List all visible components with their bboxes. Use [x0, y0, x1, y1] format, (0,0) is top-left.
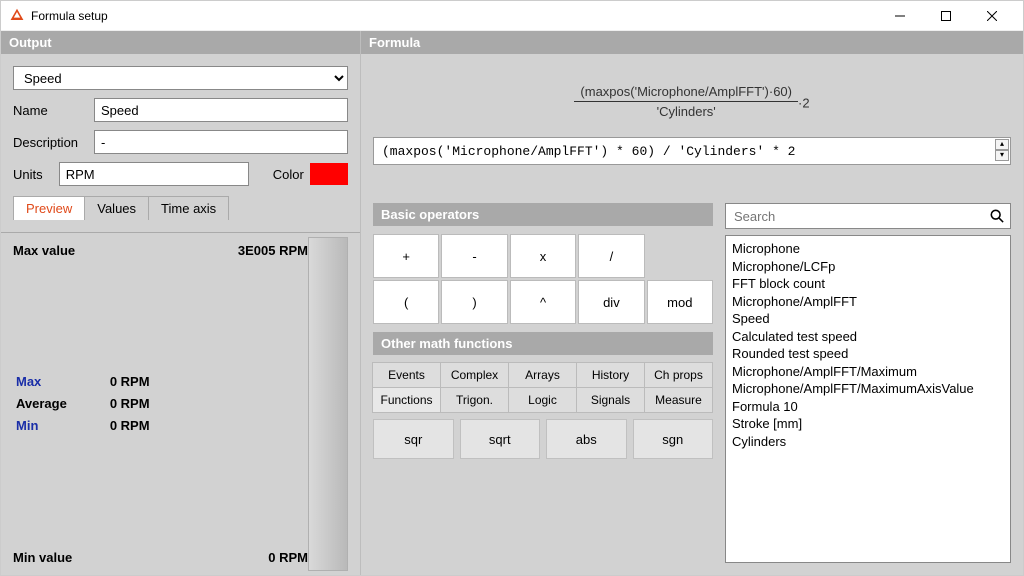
units-input[interactable] [59, 162, 249, 186]
other-math-heading: Other math functions [373, 332, 713, 355]
list-item[interactable]: Cylinders [732, 433, 1004, 451]
op-plus[interactable]: + [373, 234, 439, 278]
maximize-button[interactable] [923, 1, 969, 31]
variable-list[interactable]: Microphone Microphone/LCFp FFT block cou… [725, 235, 1011, 563]
tab-preview[interactable]: Preview [13, 196, 85, 220]
list-item[interactable]: Microphone/AmplFFT/Maximum [732, 363, 1004, 381]
basic-operators-heading: Basic operators [373, 203, 713, 226]
formula-input[interactable] [373, 137, 1011, 165]
formula-stepper-down[interactable]: ▾ [995, 150, 1009, 161]
fn-tab-history[interactable]: History [576, 362, 645, 388]
formula-stepper-up[interactable]: ▴ [995, 139, 1009, 150]
list-item[interactable]: Microphone/LCFp [732, 258, 1004, 276]
list-item[interactable]: Microphone/AmplFFT/MaximumAxisValue [732, 380, 1004, 398]
list-item[interactable]: Speed [732, 310, 1004, 328]
name-label: Name [13, 103, 88, 118]
op-multiply[interactable]: x [510, 234, 576, 278]
fn-tab-events[interactable]: Events [372, 362, 441, 388]
search-icon [990, 209, 1004, 223]
fn-tab-trigon[interactable]: Trigon. [440, 387, 509, 413]
search-box[interactable] [725, 203, 1011, 229]
description-input[interactable] [94, 130, 348, 154]
titlebar: Formula setup [1, 1, 1023, 31]
app-logo-icon [9, 8, 25, 24]
formula-panel: Formula (maxpos('Microphone/AmplFFT')·60… [361, 31, 1023, 575]
window-title: Formula setup [31, 9, 877, 23]
fn-tab-chprops[interactable]: Ch props [644, 362, 713, 388]
formula-render: (maxpos('Microphone/AmplFFT')·60) 'Cylin… [361, 54, 1023, 129]
op-divide[interactable]: / [578, 234, 644, 278]
fn-abs[interactable]: abs [546, 419, 627, 459]
tab-values[interactable]: Values [84, 196, 149, 220]
formula-heading: Formula [361, 31, 1023, 54]
list-item[interactable]: FFT block count [732, 275, 1004, 293]
search-input[interactable] [732, 208, 984, 225]
op-power[interactable]: ^ [510, 280, 576, 324]
op-mod[interactable]: mod [647, 280, 713, 324]
fn-tab-logic[interactable]: Logic [508, 387, 577, 413]
list-item[interactable]: Microphone/AmplFFT [732, 293, 1004, 311]
list-item[interactable]: Calculated test speed [732, 328, 1004, 346]
list-item[interactable]: Stroke [mm] [732, 415, 1004, 433]
max-value-label: Max value [13, 243, 75, 258]
op-minus[interactable]: - [441, 234, 507, 278]
units-label: Units [13, 167, 53, 182]
minimize-button[interactable] [877, 1, 923, 31]
fn-tab-arrays[interactable]: Arrays [508, 362, 577, 388]
fn-tab-functions[interactable]: Functions [372, 387, 441, 413]
tab-time-axis[interactable]: Time axis [148, 196, 229, 220]
fn-sgn[interactable]: sgn [633, 419, 714, 459]
op-lparen[interactable]: ( [373, 280, 439, 324]
preview-area: Max value 3E005 RPM Max0 RPM Average0 RP… [1, 232, 360, 575]
output-panel: Output Speed Name Description Units Colo… [1, 31, 361, 575]
description-label: Description [13, 135, 88, 150]
preview-stats: Max0 RPM Average0 RPM Min0 RPM [13, 370, 153, 439]
fn-tab-complex[interactable]: Complex [440, 362, 509, 388]
op-rparen[interactable]: ) [441, 280, 507, 324]
list-item[interactable]: Rounded test speed [732, 345, 1004, 363]
output-select[interactable]: Speed [13, 66, 348, 90]
formula-setup-window: Formula setup Output Speed Name Descript… [0, 0, 1024, 576]
operators-grid: + - x / ( ) ^ div mod [373, 234, 713, 324]
output-heading: Output [1, 31, 360, 54]
name-input[interactable] [94, 98, 348, 122]
min-value: 0 RPM [268, 550, 308, 565]
op-div[interactable]: div [578, 280, 644, 324]
color-picker[interactable] [310, 163, 348, 185]
fn-sqrt[interactable]: sqrt [460, 419, 541, 459]
fn-tab-measure[interactable]: Measure [644, 387, 713, 413]
preview-bar [308, 237, 348, 571]
fn-sqr[interactable]: sqr [373, 419, 454, 459]
color-label: Color [273, 167, 304, 182]
list-item[interactable]: Formula 10 [732, 398, 1004, 416]
min-value-label: Min value [13, 550, 72, 565]
max-value: 3E005 RPM [238, 243, 308, 258]
fn-tab-signals[interactable]: Signals [576, 387, 645, 413]
list-item[interactable]: Microphone [732, 240, 1004, 258]
close-button[interactable] [969, 1, 1015, 31]
